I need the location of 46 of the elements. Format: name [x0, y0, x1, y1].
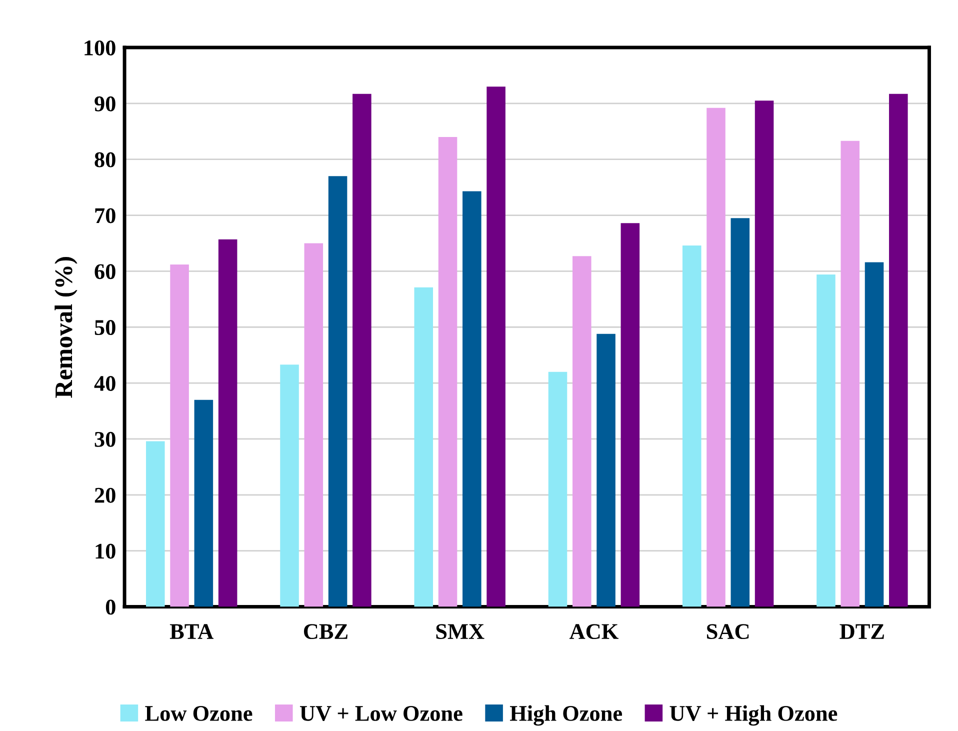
legend-label: UV + High Ozone [670, 705, 838, 726]
x-tick-label: ACK [569, 624, 618, 640]
y-tick-label: 60 [94, 264, 116, 280]
bar [706, 108, 726, 607]
bar [889, 94, 908, 607]
bar [620, 223, 640, 607]
y-tick-label: 40 [94, 376, 116, 391]
x-tick-label: SAC [707, 624, 749, 640]
bar [572, 256, 592, 607]
bar [280, 364, 299, 607]
bar [486, 86, 506, 607]
y-tick-label: 30 [94, 432, 116, 447]
y-tick-label: 100 [84, 40, 116, 56]
x-tick-label: BTA [170, 624, 214, 639]
bar [754, 100, 774, 607]
y-tick-label: 50 [94, 320, 116, 336]
legend-label: High Ozone [510, 705, 622, 726]
legend-label: Low Ozone [145, 706, 252, 721]
y-tick-label: 20 [94, 488, 116, 503]
bar [438, 136, 458, 607]
bar [864, 262, 884, 607]
y-axis-title: Removal (%) [54, 257, 78, 398]
bar [194, 400, 214, 607]
bar [682, 245, 702, 607]
y-tick-label: 80 [94, 152, 116, 168]
legend-label: UV + Low Ozone [300, 706, 462, 722]
x-tick-label: SMX [436, 624, 484, 640]
bar [170, 264, 189, 607]
y-tick-label: 0 [106, 600, 116, 615]
bar [218, 239, 238, 607]
bar [414, 287, 434, 607]
bar [328, 176, 348, 607]
y-tick-label: 70 [95, 208, 116, 224]
bar [352, 94, 372, 607]
x-tick-label: CBZ [304, 624, 348, 640]
bar [730, 218, 750, 607]
bar [548, 372, 568, 607]
bar [146, 441, 165, 607]
bar [304, 243, 324, 607]
bar [596, 334, 616, 607]
bar [816, 274, 836, 607]
bar [462, 191, 482, 607]
bar [840, 140, 860, 607]
y-tick-label: 90 [94, 96, 116, 112]
x-tick-label: DTZ [840, 624, 884, 639]
y-tick-label: 10 [96, 544, 116, 559]
